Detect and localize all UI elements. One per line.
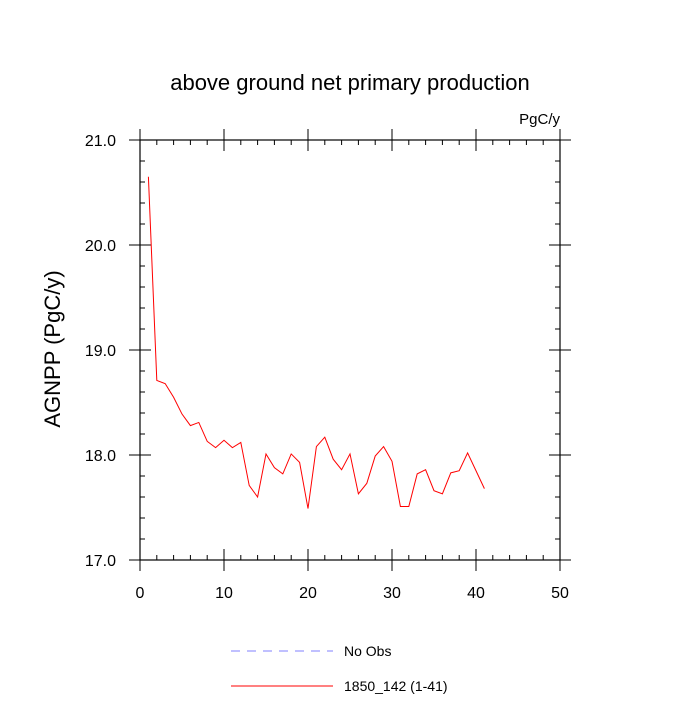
legend-label: 1850_142 (1-41) [344, 678, 448, 694]
units-label: PgC/y [519, 111, 560, 128]
x-axis-tick-labels: 0 10 20 30 40 50 [136, 585, 569, 602]
y-tick-label: 17.0 [85, 553, 116, 570]
legend: No Obs 1850_142 (1-41) [231, 643, 448, 694]
x-axis-ticks [139, 129, 561, 571]
x-tick-label: 50 [551, 585, 569, 602]
series-line [147, 176, 485, 509]
legend-label: No Obs [344, 643, 391, 659]
y-tick-label: 20.0 [85, 238, 116, 255]
y-axis-label: AGNPP (PgC/y) [40, 270, 65, 427]
y-axis-tick-labels: 17.0 18.0 19.0 20.0 21.0 [85, 133, 116, 570]
y-tick-label: 19.0 [85, 343, 116, 360]
y-axis-ticks [129, 139, 571, 561]
x-tick-label: 30 [383, 585, 401, 602]
chart-title: above ground net primary production [170, 70, 530, 95]
series-layer [147, 176, 485, 509]
x-tick-label: 40 [467, 585, 485, 602]
x-tick-label: 20 [299, 585, 317, 602]
y-tick-label: 21.0 [85, 133, 116, 150]
x-tick-label: 10 [215, 585, 233, 602]
x-tick-label: 0 [136, 585, 145, 602]
y-tick-label: 18.0 [85, 448, 116, 465]
plot-frame [139, 139, 561, 561]
